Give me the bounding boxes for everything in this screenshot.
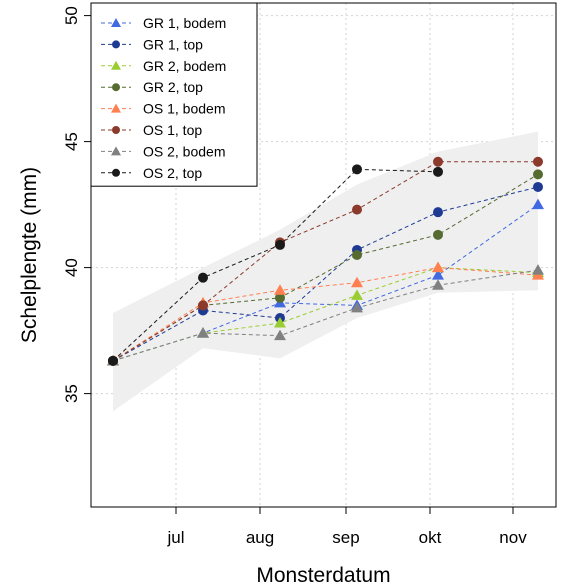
data-point bbox=[198, 272, 208, 283]
data-point bbox=[274, 284, 286, 295]
data-point bbox=[274, 317, 286, 328]
y-axis: 35 40 45 50 bbox=[62, 6, 91, 403]
x-tick-label: nov bbox=[499, 528, 527, 547]
legend-marker bbox=[112, 168, 120, 177]
y-tick-label: 40 bbox=[62, 258, 81, 277]
legend-item: GR 1, top bbox=[101, 36, 203, 52]
data-point bbox=[108, 355, 118, 366]
data-point bbox=[432, 269, 444, 280]
legend-marker bbox=[112, 40, 120, 49]
legend-marker bbox=[111, 146, 121, 156]
x-tick-label: jul bbox=[166, 528, 184, 547]
x-tick-label: okt bbox=[419, 528, 442, 547]
data-point bbox=[433, 229, 443, 240]
legend-item: OS 1, top bbox=[101, 122, 202, 138]
data-point bbox=[351, 289, 363, 300]
data-point bbox=[351, 301, 363, 313]
legend-marker bbox=[112, 126, 120, 134]
legend-label: OS 2, top bbox=[143, 165, 202, 181]
data-point bbox=[275, 292, 285, 303]
legend-label: OS 1, top bbox=[143, 122, 202, 138]
data-point bbox=[432, 261, 444, 273]
data-point bbox=[274, 329, 286, 341]
legend-label: GR 2, bodem bbox=[143, 58, 226, 74]
legend-item: OS 1, bodem bbox=[101, 101, 226, 117]
data-point bbox=[433, 207, 443, 218]
data-point bbox=[432, 279, 444, 290]
band-area bbox=[113, 131, 538, 412]
legend-marker bbox=[111, 60, 121, 70]
data-point bbox=[433, 156, 443, 167]
x-axis: jul aug sep okt nov bbox=[166, 507, 527, 547]
data-point bbox=[351, 276, 363, 288]
legend-marker bbox=[111, 18, 121, 27]
legend-item: OS 2, bodem bbox=[101, 143, 226, 159]
data-point bbox=[352, 250, 362, 260]
legend-marker bbox=[112, 83, 120, 92]
data-point bbox=[275, 239, 285, 250]
confidence-band bbox=[113, 131, 538, 412]
y-tick-label: 50 bbox=[62, 6, 81, 25]
legend-label: OS 2, bodem bbox=[143, 143, 226, 159]
y-axis-title: Schelplengte (mm) bbox=[18, 167, 41, 343]
x-tick-label: aug bbox=[246, 528, 274, 547]
legend-label: GR 1, top bbox=[143, 36, 203, 52]
y-tick-label: 45 bbox=[62, 132, 81, 151]
legend-label: OS 1, bodem bbox=[143, 101, 226, 117]
series-line bbox=[112, 269, 539, 362]
series-line bbox=[112, 173, 539, 362]
legend-label: GR 2, top bbox=[143, 79, 203, 95]
data-point bbox=[533, 169, 543, 180]
data-point bbox=[533, 181, 543, 192]
legend: GR 1, bodem GR 1, top GR 2, bodem GR 2, top… bbox=[90, 2, 258, 187]
x-tick-label: sep bbox=[332, 528, 359, 547]
data-point bbox=[197, 327, 209, 338]
data-point bbox=[352, 164, 362, 175]
data-point bbox=[433, 166, 443, 177]
legend-item: GR 2, bodem bbox=[101, 58, 226, 74]
legend-item: GR 2, top bbox=[101, 79, 203, 95]
series-line bbox=[112, 161, 538, 362]
series-os-2-bodem bbox=[107, 264, 544, 366]
data-point bbox=[532, 198, 544, 210]
legend-item: OS 2, top bbox=[101, 165, 202, 181]
legend-item: GR 1, bodem bbox=[101, 15, 226, 31]
y-tick-label: 35 bbox=[62, 384, 81, 403]
data-point bbox=[533, 156, 543, 167]
series-line bbox=[112, 186, 539, 362]
data-point bbox=[532, 264, 544, 275]
legend-box bbox=[90, 2, 258, 187]
series-layer bbox=[107, 156, 544, 366]
x-axis-title: Monsterdatum bbox=[256, 564, 390, 586]
series-os-2-top bbox=[108, 164, 443, 366]
legend-label: GR 1, bodem bbox=[143, 15, 226, 31]
data-point bbox=[198, 300, 208, 311]
plot-frame bbox=[90, 2, 557, 508]
legend-marker bbox=[111, 103, 121, 113]
data-point bbox=[352, 204, 362, 215]
